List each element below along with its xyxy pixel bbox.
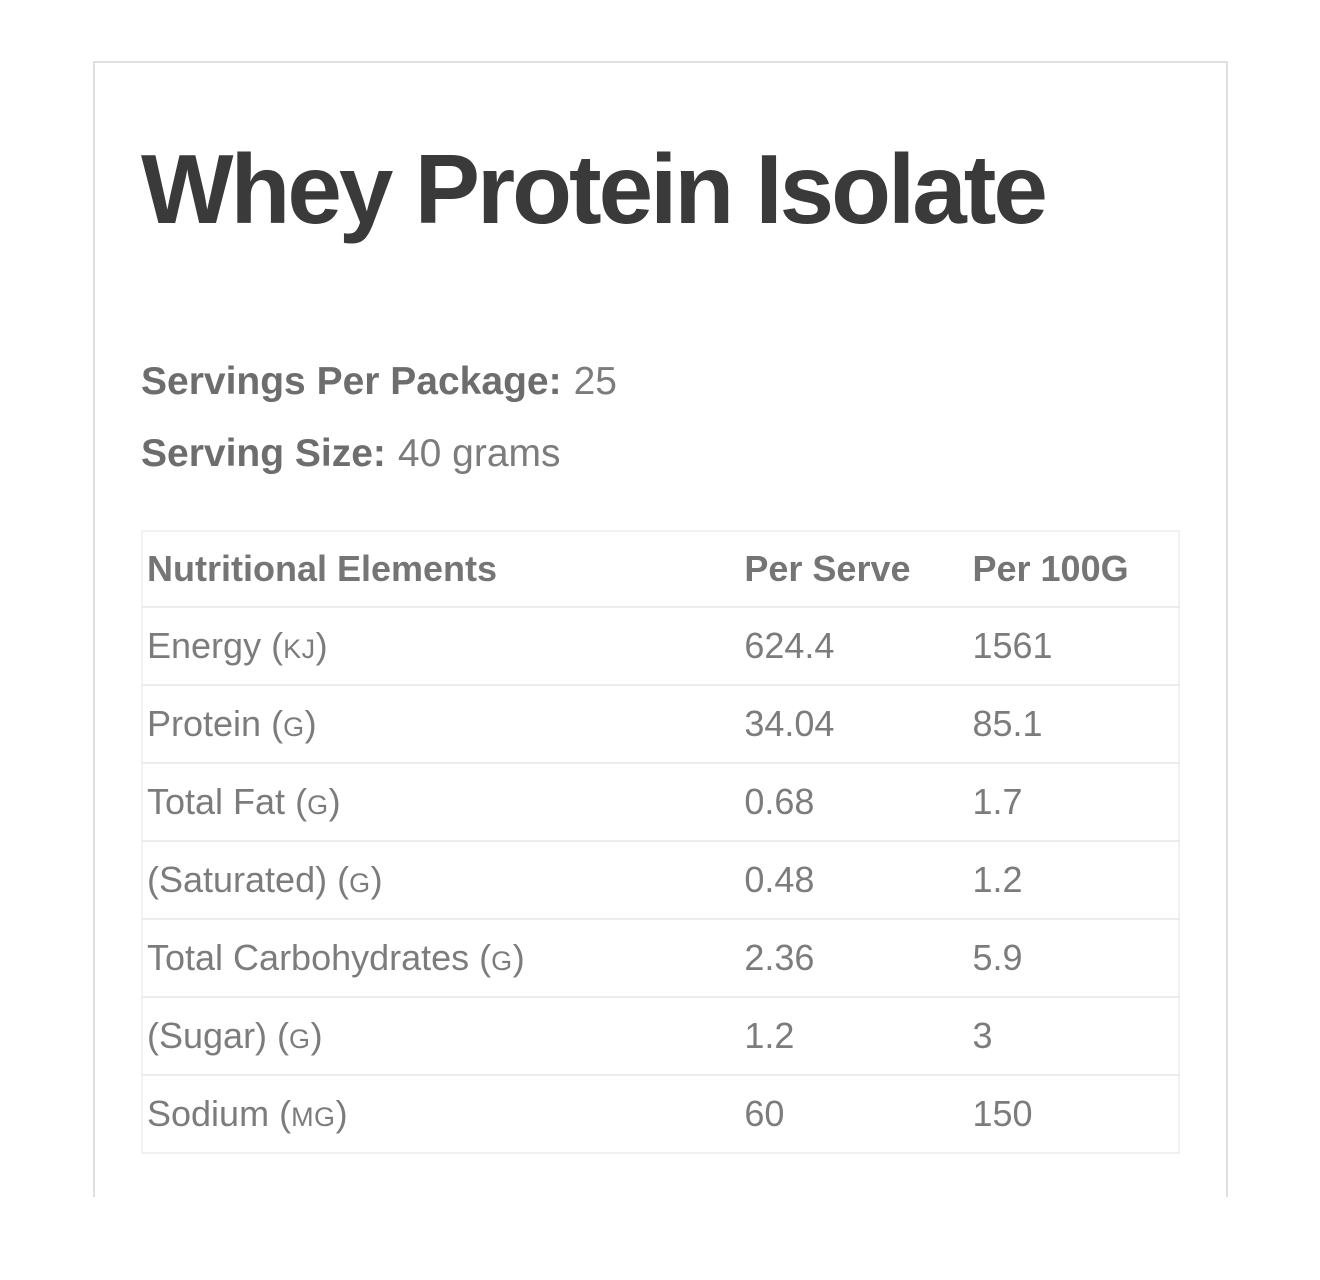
nutrition-table-body: Energy (KJ) 624.4 1561 Protein (G) 34.04 8… xyxy=(142,606,1179,1153)
per-100g-value: 85.1 xyxy=(968,684,1179,764)
table-row: Total Fat (G) 0.68 1.7 xyxy=(142,762,1179,842)
nutrient-name: Protein xyxy=(147,702,262,744)
nutrient-unit: (G) xyxy=(337,858,383,900)
nutrition-table: Nutritional Elements Per Serve Per 100G … xyxy=(141,529,1180,1154)
per-serve-value: 0.48 xyxy=(740,840,969,920)
per-100g-value: 3 xyxy=(968,996,1179,1076)
per-serve-value: 624.4 xyxy=(740,606,969,686)
table-row: Protein (G) 34.04 85.1 xyxy=(142,684,1179,764)
servings-per-package-line: Servings Per Package: 25 xyxy=(141,346,1180,418)
nutrient-name: (Sugar) xyxy=(147,1014,268,1056)
per-serve-value: 1.2 xyxy=(740,996,969,1076)
nutrient-unit: (MG) xyxy=(279,1092,348,1134)
servings-per-package-value: 25 xyxy=(573,359,617,403)
serving-info: Servings Per Package: 25 Serving Size: 40 … xyxy=(141,346,1180,490)
nutrient-name: Sodium xyxy=(147,1092,270,1134)
nutrition-table-header: Nutritional Elements Per Serve Per 100G xyxy=(142,530,1179,608)
nutrient-unit: (G) xyxy=(271,702,317,744)
nutrient-unit: (G) xyxy=(277,1014,323,1056)
table-row: (Saturated) (G) 0.48 1.2 xyxy=(142,840,1179,920)
serving-size-line: Serving Size: 40 grams xyxy=(141,418,1180,490)
nutrient-name: Total Fat xyxy=(147,780,286,822)
per-serve-value: 0.68 xyxy=(740,762,969,842)
nutrient-label-cell: (Saturated) (G) xyxy=(142,840,741,920)
header-row: Nutritional Elements Per Serve Per 100G xyxy=(142,530,1179,608)
servings-per-package-label: Servings Per Package: xyxy=(141,359,562,403)
product-title: Whey Protein Isolate xyxy=(141,134,1048,244)
per-serve-value: 2.36 xyxy=(740,918,969,998)
table-row: (Sugar) (G) 1.2 3 xyxy=(142,996,1179,1076)
nutrient-label-cell: Protein (G) xyxy=(142,684,741,764)
table-row: Energy (KJ) 624.4 1561 xyxy=(142,606,1179,686)
serving-size-value: 40 grams xyxy=(397,431,561,475)
nutrient-unit: (KJ) xyxy=(271,624,328,666)
nutrient-label-cell: Sodium (MG) xyxy=(142,1075,740,1153)
table-row: Total Carbohydrates (G) 2.36 5.9 xyxy=(142,918,1179,998)
per-100g-value: 150 xyxy=(972,1092,1033,1134)
table-row: Sodium (MG) 60 150 xyxy=(142,1075,1179,1153)
per-serve-value: 60 xyxy=(744,1092,785,1134)
nutrient-label-cell: Energy (KJ) xyxy=(142,606,741,686)
nutrient-label-cell: Total Fat (G) xyxy=(142,762,741,842)
nutrient-name: Total Carbohydrates xyxy=(147,936,470,978)
per-100g-value: 1.2 xyxy=(968,840,1179,920)
nutrient-name: Energy xyxy=(147,624,262,666)
serving-size-label: Serving Size: xyxy=(141,431,386,475)
column-header-per-100g: Per 100G xyxy=(968,530,1179,608)
nutrient-label-cell: (Sugar) (G) xyxy=(142,996,741,1076)
per-100g-value: 1.7 xyxy=(968,762,1179,842)
nutrition-panel: Whey Protein Isolate Servings Per Packag… xyxy=(93,61,1228,1197)
column-header-per-serve: Per Serve xyxy=(740,530,969,608)
column-header-nutritional-elements: Nutritional Elements xyxy=(142,530,741,608)
per-serve-value: 34.04 xyxy=(740,684,969,764)
per-100g-value: 5.9 xyxy=(968,918,1179,998)
nutrient-unit: (G) xyxy=(479,936,525,978)
nutrient-unit: (G) xyxy=(295,780,341,822)
nutrient-name: (Saturated) xyxy=(147,858,328,900)
nutrient-label-cell: Total Carbohydrates (G) xyxy=(142,918,741,998)
per-100g-value: 1561 xyxy=(968,606,1179,686)
